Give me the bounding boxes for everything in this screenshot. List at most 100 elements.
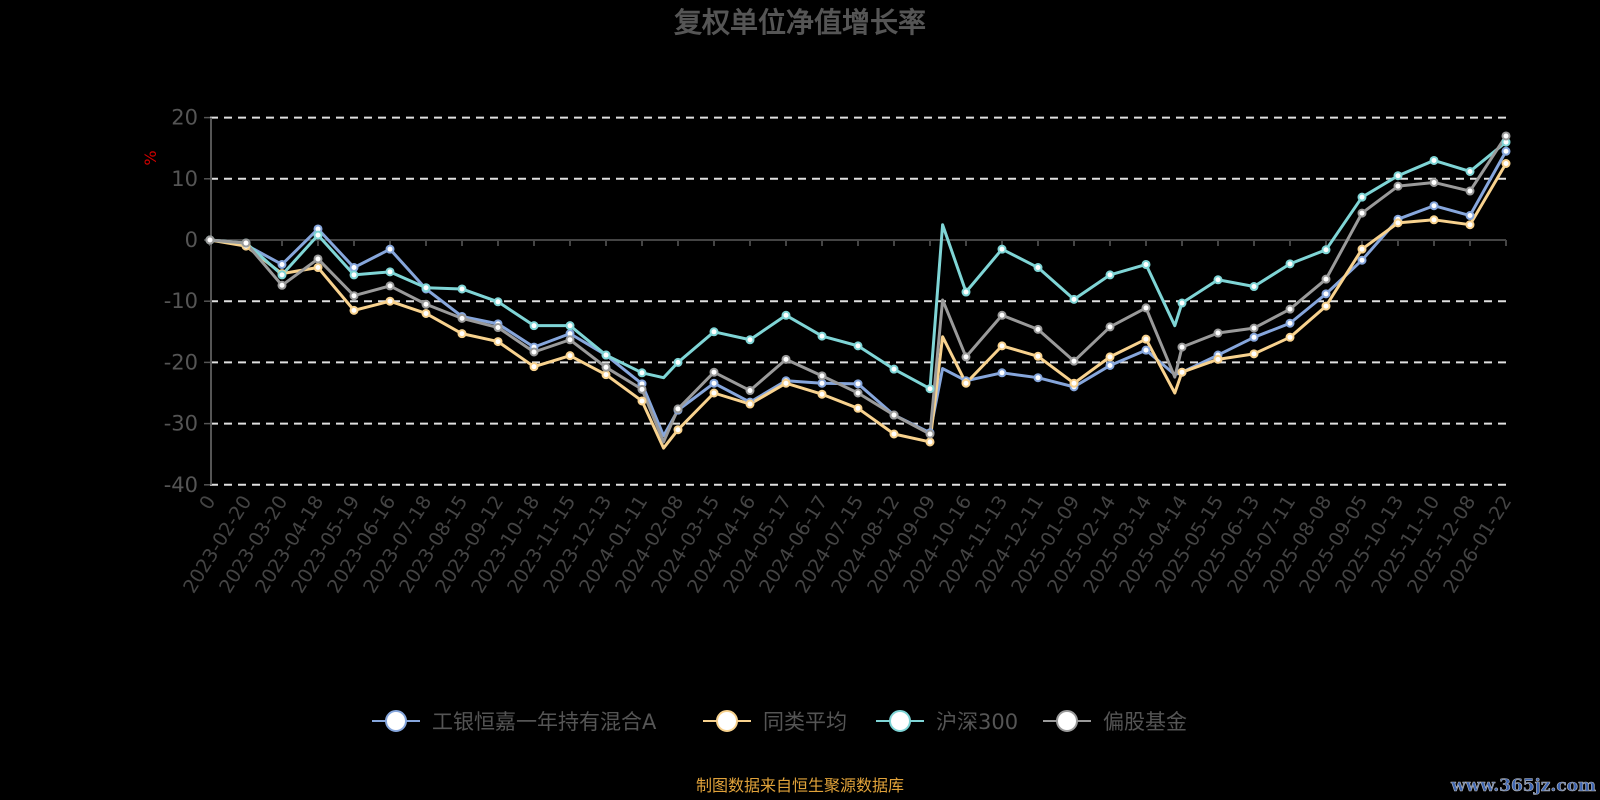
data-point[interactable] [925, 437, 935, 447]
data-point[interactable] [997, 244, 1007, 254]
data-point[interactable] [1501, 146, 1511, 156]
data-point[interactable] [817, 371, 827, 381]
data-point[interactable] [385, 296, 395, 306]
data-point[interactable] [1213, 354, 1223, 364]
data-point[interactable] [421, 308, 431, 318]
data-point[interactable] [1357, 208, 1367, 218]
data-point[interactable] [1429, 155, 1439, 165]
data-point[interactable] [673, 404, 683, 414]
data-point[interactable] [709, 327, 719, 337]
data-point[interactable] [1033, 263, 1043, 273]
data-point[interactable] [1105, 352, 1115, 362]
data-point[interactable] [565, 335, 575, 345]
data-point[interactable] [1357, 192, 1367, 202]
data-point[interactable] [1069, 294, 1079, 304]
data-point[interactable] [1141, 334, 1151, 344]
data-point[interactable] [1177, 367, 1187, 377]
data-point[interactable] [1141, 259, 1151, 269]
data-point[interactable] [637, 396, 647, 406]
data-point[interactable] [1249, 282, 1259, 292]
data-point[interactable] [313, 263, 323, 273]
data-point[interactable] [277, 259, 287, 269]
data-point[interactable] [205, 235, 215, 245]
data-point[interactable] [637, 384, 647, 394]
data-point[interactable] [817, 331, 827, 341]
data-point[interactable] [961, 378, 971, 388]
data-point[interactable] [1357, 244, 1367, 254]
data-point[interactable] [997, 368, 1007, 378]
data-point[interactable] [853, 379, 863, 389]
data-point[interactable] [385, 244, 395, 254]
data-point[interactable] [817, 378, 827, 388]
data-point[interactable] [601, 350, 611, 360]
data-point[interactable] [1105, 322, 1115, 332]
data-point[interactable] [889, 410, 899, 420]
data-point[interactable] [925, 429, 935, 439]
data-point[interactable] [1285, 304, 1295, 314]
data-point[interactable] [1429, 215, 1439, 225]
data-point[interactable] [421, 299, 431, 309]
data-point[interactable] [277, 270, 287, 280]
data-point[interactable] [349, 305, 359, 315]
data-point[interactable] [349, 270, 359, 280]
data-point[interactable] [781, 378, 791, 388]
data-point[interactable] [529, 362, 539, 372]
data-point[interactable] [1141, 303, 1151, 313]
data-point[interactable] [1393, 181, 1403, 191]
data-point[interactable] [997, 341, 1007, 351]
legend-item[interactable]: 同类平均 [703, 710, 847, 734]
data-point[interactable] [1213, 328, 1223, 338]
data-point[interactable] [421, 283, 431, 293]
data-point[interactable] [745, 335, 755, 345]
data-point[interactable] [493, 297, 503, 307]
data-point[interactable] [709, 367, 719, 377]
data-point[interactable] [601, 370, 611, 380]
data-point[interactable] [1357, 255, 1367, 265]
data-point[interactable] [745, 386, 755, 396]
data-point[interactable] [457, 313, 467, 323]
data-point[interactable] [565, 321, 575, 331]
data-point[interactable] [1465, 220, 1475, 230]
data-point[interactable] [1429, 177, 1439, 187]
data-point[interactable] [1465, 211, 1475, 221]
data-point[interactable] [1069, 378, 1079, 388]
data-point[interactable] [1177, 298, 1187, 308]
data-point[interactable] [1213, 275, 1223, 285]
data-point[interactable] [1033, 373, 1043, 383]
data-point[interactable] [1465, 166, 1475, 176]
data-point[interactable] [745, 399, 755, 409]
data-point[interactable] [1465, 186, 1475, 196]
data-point[interactable] [1033, 324, 1043, 334]
legend-item[interactable]: 偏股基金 [1043, 710, 1187, 734]
data-point[interactable] [1321, 245, 1331, 255]
data-point[interactable] [853, 388, 863, 398]
data-point[interactable] [1501, 131, 1511, 141]
data-point[interactable] [601, 362, 611, 372]
data-point[interactable] [493, 323, 503, 333]
data-point[interactable] [853, 403, 863, 413]
data-point[interactable] [1393, 218, 1403, 228]
data-point[interactable] [241, 238, 251, 248]
data-point[interactable] [925, 384, 935, 394]
data-point[interactable] [277, 280, 287, 290]
data-point[interactable] [1033, 351, 1043, 361]
data-point[interactable] [637, 368, 647, 378]
data-point[interactable] [529, 321, 539, 331]
data-point[interactable] [313, 254, 323, 264]
data-point[interactable] [457, 329, 467, 339]
data-point[interactable] [781, 310, 791, 320]
data-point[interactable] [781, 354, 791, 364]
data-point[interactable] [961, 352, 971, 362]
data-point[interactable] [565, 351, 575, 361]
data-point[interactable] [1429, 201, 1439, 211]
data-point[interactable] [1285, 332, 1295, 342]
data-point[interactable] [349, 291, 359, 301]
data-point[interactable] [457, 284, 467, 294]
data-point[interactable] [1249, 332, 1259, 342]
data-point[interactable] [349, 263, 359, 273]
data-point[interactable] [853, 341, 863, 351]
data-point[interactable] [1105, 270, 1115, 280]
data-point[interactable] [385, 281, 395, 291]
data-point[interactable] [1177, 342, 1187, 352]
data-point[interactable] [889, 429, 899, 439]
